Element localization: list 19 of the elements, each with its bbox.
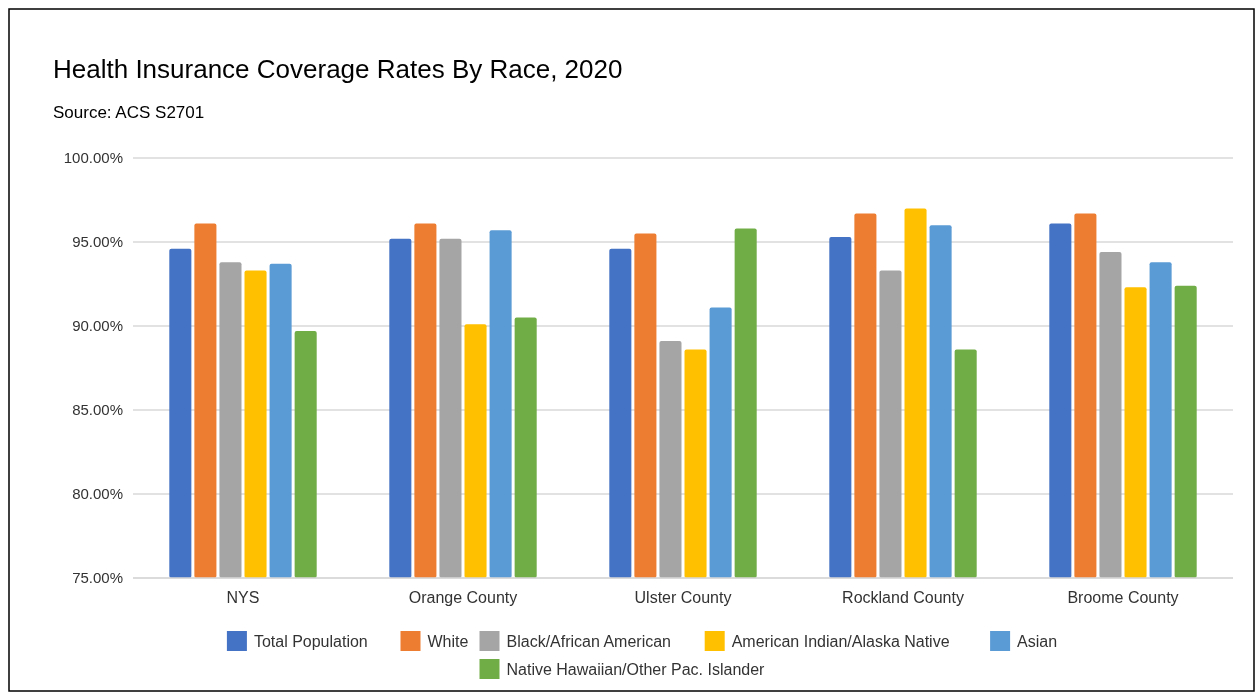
legend-label: American Indian/Alaska Native (731, 632, 950, 650)
x-tick-label: Broome County (1067, 589, 1179, 606)
y-tick-label: 100.00% (63, 149, 123, 167)
y-tick-label: 75.00% (72, 569, 123, 587)
y-tick-label: 85.00% (72, 401, 123, 419)
x-tick-label: Rockland County (842, 589, 964, 606)
legend-label: White (427, 632, 469, 650)
chart-title: Health Insurance Coverage Rates By Race, 2020 (53, 54, 623, 84)
chart-subtitle: Source: ACS S2701 (53, 103, 205, 122)
legend-label: Native Hawaiian/Other Pac. Islander (506, 660, 766, 678)
x-tick-label: Ulster County (634, 589, 732, 606)
legend-label: Black/African American (506, 632, 672, 650)
y-tick-label: 95.00% (72, 233, 123, 251)
y-tick-label: 80.00% (72, 485, 123, 503)
legend-label: Total Population (253, 632, 368, 650)
y-tick-label: 90.00% (72, 317, 123, 335)
legend-label: Asian (1017, 632, 1058, 650)
x-tick-label: Orange County (408, 589, 518, 606)
x-tick-label: NYS (226, 589, 260, 606)
